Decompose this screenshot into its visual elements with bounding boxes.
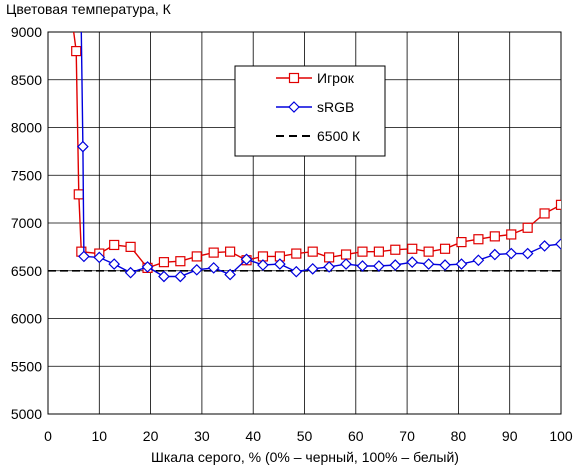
data-point [190, 263, 203, 276]
x-tick-label: 20 [143, 428, 159, 444]
data-point [93, 251, 106, 264]
data-point [174, 270, 187, 283]
y-tick-label: 6500 [11, 263, 42, 279]
y-tick-label: 6000 [11, 311, 42, 327]
data-point [488, 248, 501, 261]
x-tick-label: 50 [297, 428, 313, 444]
x-tick-label: 90 [502, 428, 518, 444]
legend-label: Игрок [317, 70, 355, 86]
data-point [423, 246, 434, 257]
x-tick-label: 60 [348, 428, 364, 444]
data-point [274, 258, 286, 270]
y-tick-label: 8000 [11, 120, 42, 136]
data-point [539, 208, 550, 219]
data-point [439, 259, 451, 271]
x-tick-label: 10 [92, 428, 108, 444]
data-point [175, 256, 186, 267]
x-tick-labels: 0 10 20 30 40 50 60 70 80 90 100 [44, 428, 573, 444]
data-point [340, 258, 352, 270]
data-point [78, 250, 90, 263]
x-tick-label: 0 [44, 428, 52, 444]
data-point [73, 189, 84, 200]
series-diamond [77, 32, 561, 283]
data-point [340, 249, 352, 260]
x-axis-title: Шкала серого, % (0% – черный, 100% – бел… [151, 449, 459, 465]
data-point [240, 253, 253, 266]
x-tick-label: 40 [245, 428, 261, 444]
y-tick-label: 7500 [11, 167, 42, 183]
y-axis-title: Цветовая температура, К [6, 1, 172, 17]
x-tick-label: 80 [451, 428, 467, 444]
data-point [191, 251, 202, 262]
legend-marker [288, 101, 300, 113]
data-point [489, 231, 500, 242]
data-point [505, 247, 518, 260]
data-point [257, 259, 269, 271]
data-point [125, 241, 136, 252]
series-layer [48, 32, 561, 283]
x-tick-label: 70 [399, 428, 415, 444]
data-point [439, 243, 451, 254]
y-tick-label: 9000 [11, 24, 42, 40]
y-tick-label: 5500 [11, 358, 42, 374]
data-point [224, 268, 236, 281]
data-point [158, 257, 170, 268]
data-point [521, 247, 534, 260]
data-point [141, 261, 154, 273]
data-point [473, 234, 484, 245]
data-point [506, 229, 517, 240]
x-tick-label: 30 [194, 428, 210, 444]
x-tick-label: 100 [549, 428, 573, 444]
legend-marker [288, 72, 300, 84]
data-point [373, 260, 385, 272]
data-point [472, 254, 485, 267]
data-point [324, 252, 335, 263]
legend-label: sRGB [317, 99, 354, 115]
legend: Игрок sRGB 6500 К [234, 65, 386, 157]
data-point [207, 262, 220, 274]
plot-frame [47, 31, 562, 415]
y-tick-labels: 5000 5500 6000 6500 7000 7500 8000 8500 9000 [11, 24, 42, 422]
data-point [208, 247, 219, 258]
data-point [456, 237, 467, 248]
data-point [290, 265, 303, 278]
data-point [124, 266, 137, 279]
y-tick-label: 8500 [11, 72, 42, 88]
data-point [307, 246, 318, 257]
data-point [109, 239, 120, 251]
data-point [538, 240, 551, 252]
data-point [390, 244, 401, 255]
data-point [158, 270, 170, 283]
data-point [323, 261, 335, 273]
y-tick-label: 7000 [11, 215, 42, 231]
data-point [555, 238, 561, 250]
legend-label: 6500 К [317, 128, 361, 144]
data-point [225, 246, 236, 257]
y-tick-label: 5000 [11, 406, 42, 422]
data-point [291, 248, 302, 259]
data-point [389, 259, 402, 271]
data-point [422, 258, 435, 270]
data-point [108, 258, 121, 270]
data-point [357, 246, 368, 257]
data-point [373, 246, 384, 257]
data-point [406, 256, 419, 269]
data-point [306, 262, 319, 275]
data-point [455, 258, 468, 270]
data-point [555, 199, 561, 210]
data-point [71, 45, 82, 57]
data-point [356, 260, 369, 272]
legend-box [234, 65, 386, 157]
data-point [77, 140, 89, 153]
data-point [522, 222, 533, 233]
data-point [407, 243, 418, 254]
